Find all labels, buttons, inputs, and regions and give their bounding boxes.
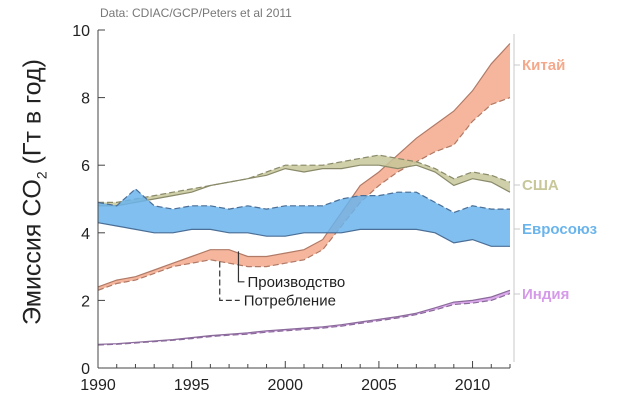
series-band — [98, 188, 510, 247]
series-3 — [97, 289, 511, 346]
consumption-line — [98, 154, 511, 203]
x-tick-label: 2000 — [267, 377, 303, 394]
series-0 — [97, 43, 511, 291]
y-tick-label: 10 — [72, 23, 90, 40]
y-tick-label: 8 — [81, 91, 90, 108]
y-tick-label: 0 — [81, 361, 90, 378]
y-axis-label-subscript: 2 — [33, 171, 50, 180]
consumption-line — [97, 293, 511, 346]
legend-production-label: Производство — [247, 274, 345, 291]
series-1 — [98, 154, 511, 207]
consumption-line — [97, 188, 510, 214]
consumption-line — [97, 97, 511, 291]
legend-consumption-sample — [219, 261, 240, 301]
y-axis-label-main: Эмиссия CO — [18, 179, 47, 325]
series-label: Китай — [522, 57, 565, 74]
x-tick-label: 1990 — [80, 377, 116, 394]
production-line — [98, 164, 511, 207]
x-tick-label: 2010 — [455, 377, 491, 394]
production-line — [97, 289, 511, 345]
y-tick-label: 2 — [81, 293, 90, 310]
legend-consumption-label: Потребление — [244, 292, 336, 309]
data-source-note: Data: CDIAC/GCP/Peters et al 2011 — [100, 6, 292, 20]
y-tick-label: 4 — [81, 226, 90, 243]
series-label: Индия — [522, 286, 569, 303]
production-line — [97, 43, 511, 288]
y-tick-label: 6 — [81, 158, 90, 175]
series-2 — [97, 188, 510, 247]
series-label: Евросоюз — [522, 221, 597, 238]
y-axis-label-unit: (Гт в год) — [18, 59, 47, 172]
legend-production-sample — [237, 251, 245, 283]
series-label: США — [522, 177, 559, 194]
production-line — [97, 222, 510, 247]
x-tick-label: 2005 — [361, 377, 397, 394]
x-tick-label: 1995 — [174, 377, 210, 394]
